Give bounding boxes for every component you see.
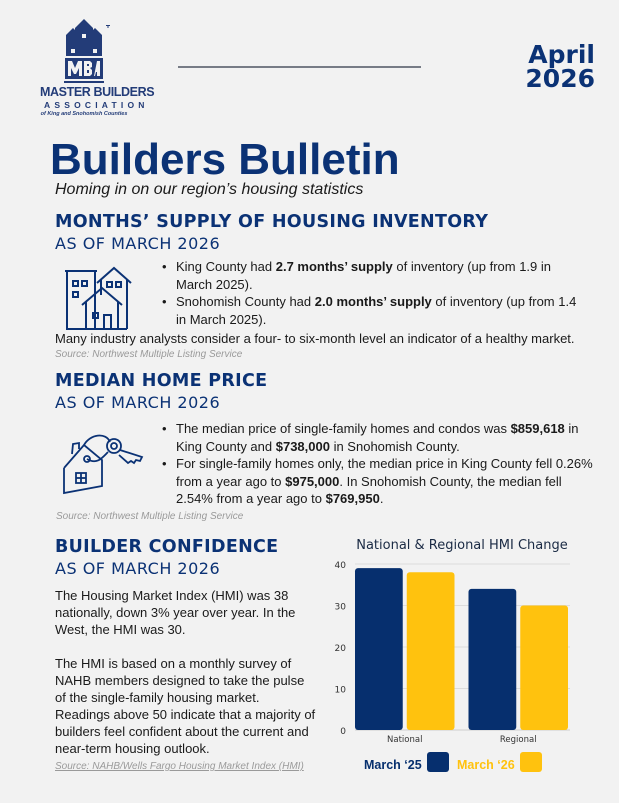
legend-label-march-25: March ‘25 [364,758,422,772]
list-item: The median price of single-family homes … [162,420,596,455]
confidence-source-link[interactable]: Source: NAHB/Wells Fargo Housing Market … [55,761,304,772]
logo-text-counties: of King and Snohomish Counties [40,111,128,117]
price-source: Source: Northwest Multiple Listing Servi… [56,511,244,522]
confidence-paragraph-1: The Housing Market Index (HMI) was 38 na… [55,588,296,637]
supply-subheading: AS OF MARCH 2026 [55,234,221,253]
confidence-paragraph-2: The HMI is based on a monthly survey of … [55,656,316,756]
y-tick-label: 30 [335,603,347,613]
page-subtitle: Homing in on our region’s housing statis… [55,181,364,198]
list-item: Snohomish County had 2.0 months’ supply … [162,293,586,328]
house-key-icon [63,434,144,495]
chart-title: National & Regional HMI Change [356,538,568,553]
x-tick-label: National [387,735,422,745]
confidence-subheading: AS OF MARCH 2026 [55,559,221,578]
price-bullets: The median price of single-family homes … [160,420,596,508]
buildings-icon [65,266,132,330]
mba-lettermark-icon [68,61,100,76]
confidence-heading: BUILDER CONFIDENCE [55,537,279,557]
bar-regional-0 [468,588,517,730]
logo-text: MASTER BUILDERS [40,85,155,99]
issue-year: 2026 [525,64,595,93]
header-divider [178,66,421,68]
supply-source: Source: Northwest Multiple Listing Servi… [55,349,243,360]
price-subheading: AS OF MARCH 2026 [55,393,221,412]
list-item: King County had 2.7 months’ supply of in… [162,258,586,293]
x-tick-label: Regional [500,735,537,745]
bar-national-1 [406,572,455,730]
supply-note: Many industry analysts consider a four- … [55,331,575,346]
price-heading: MEDIAN HOME PRICE [55,371,268,391]
legend-swatch-march-26 [520,752,542,772]
supply-bullets: King County had 2.7 months’ supply of in… [160,258,586,328]
mba-logo [64,19,110,83]
hmi-bar-chart: National & Regional HMI Change 0 10 20 30 40… [335,538,570,772]
logo-text-association: ASSOCIATION [44,100,149,110]
y-tick-label: 20 [335,644,347,654]
supply-heading: MONTHS’ SUPPLY OF HOUSING INVENTORY [55,212,489,232]
y-tick-label: 0 [340,727,346,737]
bar-regional-1 [520,605,568,730]
y-tick-label: 10 [335,686,347,696]
y-tick-label: 40 [335,561,347,571]
page-title: Builders Bulletin [50,135,400,184]
legend-label-march-26: March ‘26 [457,758,515,772]
bar-national-0 [355,568,403,730]
list-item: For single-family homes only, the median… [162,455,596,508]
legend-swatch-march-25 [427,752,449,772]
issue-month: April [528,40,595,69]
